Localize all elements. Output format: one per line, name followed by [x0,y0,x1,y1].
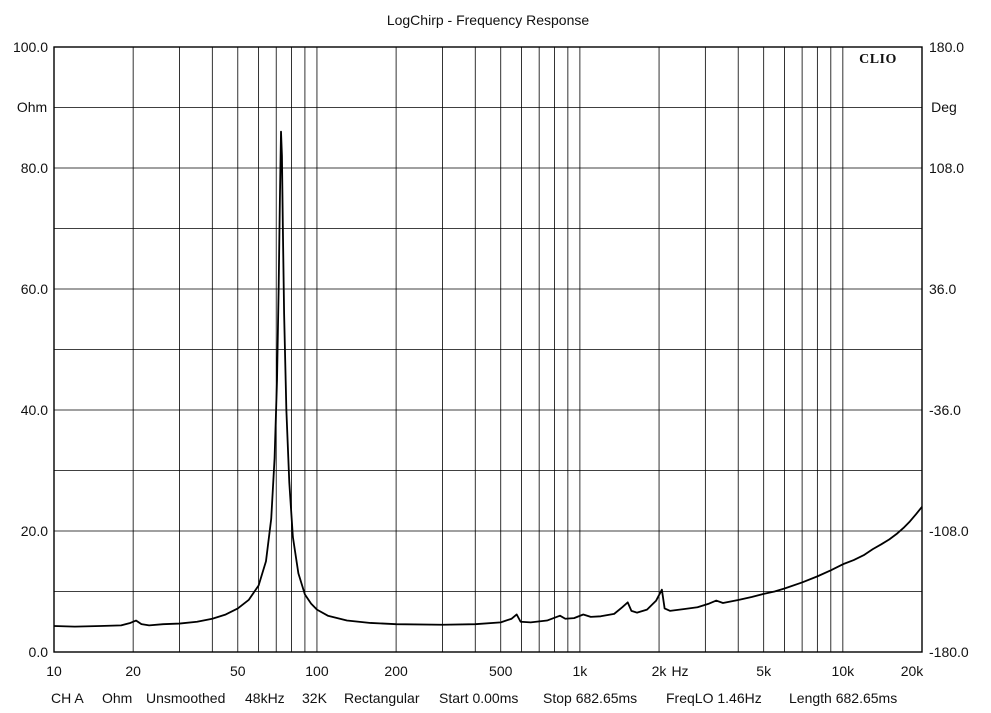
x-axis-unit: Hz [671,663,688,679]
footer-item: 48kHz [245,690,285,706]
y-tick-label: 100.0 [13,39,48,55]
y2-tick-label: -36.0 [929,402,961,418]
y-axis-unit-right: Deg [931,99,957,115]
brand-label: CLIO [859,52,897,67]
x-axis: 10 20 50 100 200 500 1k 2k 5k 10k 20k [46,663,924,679]
x-tick-label: 5k [756,663,772,679]
x-tick-label: 20 [125,663,141,679]
series-layer [53,130,923,628]
plot-frame [53,46,923,653]
y-axis-left: 0.0 20.0 40.0 60.0 80.0 100.0 [13,39,48,660]
x-tick-label: 1k [572,663,588,679]
x-tick-label: 10k [832,663,856,679]
y-axis-right: -180.0 -108.0 -36.0 36.0 108.0 180.0 [929,39,969,660]
y-axis-unit-left: Ohm [17,99,47,115]
x-tick-label: 200 [384,663,408,679]
y-tick-label: 0.0 [29,644,49,660]
y2-tick-label: -180.0 [929,644,969,660]
x-tick-label: 100 [305,663,329,679]
y-tick-label: 60.0 [21,281,48,297]
x-tick-label: 10 [46,663,62,679]
y2-tick-label: 108.0 [929,160,964,176]
footer-item: 32K [302,690,328,706]
chart-title: LogChirp - Frequency Response [387,12,590,28]
x-tick-label: 50 [230,663,246,679]
x-tick-label: 2k [652,663,668,679]
y-tick-label: 80.0 [21,160,48,176]
footer-item: CH A [51,690,84,706]
y-tick-label: 20.0 [21,523,48,539]
brand-box [852,49,900,69]
y-tick-label: 40.0 [21,402,48,418]
footer-item: Ohm [102,690,132,706]
x-tick-label: 500 [489,663,513,679]
footer-status: CH A Ohm Unsmoothed 48kHz 32K Rectangular Star… [51,690,897,706]
footer-item: Stop 682.65ms [543,690,637,706]
series-line-0 [53,130,923,628]
y2-tick-label: 36.0 [929,281,956,297]
footer-item: Rectangular [344,690,420,706]
x-tick-label: 20k [901,663,925,679]
footer-item: Length 682.65ms [789,690,897,706]
y2-tick-label: 180.0 [929,39,964,55]
grid [54,47,922,652]
footer-item: FreqLO 1.46Hz [666,690,762,706]
y2-tick-label: -108.0 [929,523,969,539]
footer-item: Start 0.00ms [439,690,518,706]
footer-item: Unsmoothed [146,690,225,706]
